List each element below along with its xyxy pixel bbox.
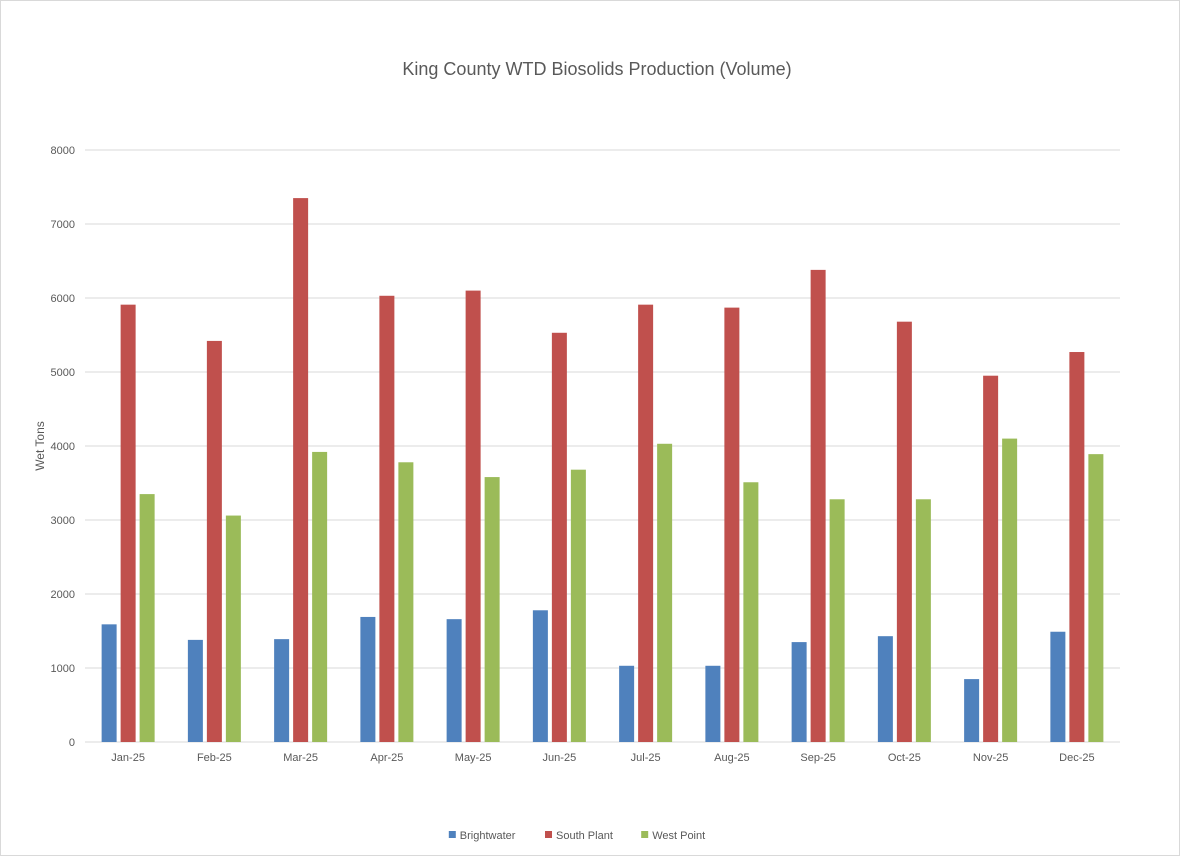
legend-label: South Plant <box>556 830 613 842</box>
y-tick-label: 0 <box>69 737 75 749</box>
bar-west-point-may-25 <box>484 477 500 742</box>
bar-south-plant-jul-25 <box>638 304 654 742</box>
y-tick-label: 5000 <box>51 367 75 379</box>
bar-west-point-apr-25 <box>398 462 414 742</box>
y-tick-label: 1000 <box>51 663 75 675</box>
bar-brightwater-jul-25 <box>619 665 635 742</box>
bar-brightwater-feb-25 <box>187 639 203 742</box>
bars <box>101 198 1104 743</box>
x-tick-label: Jul-25 <box>631 752 661 764</box>
bar-brightwater-oct-25 <box>877 636 893 742</box>
legend-label: West Point <box>652 830 705 842</box>
x-tick-label: Jun-25 <box>543 752 577 764</box>
x-axis-ticks: Jan-25 Feb-25 Mar-25 Apr-25 May-25 Jun-25 Jul-… <box>111 752 1094 764</box>
bar-brightwater-dec-25 <box>1050 631 1066 742</box>
bar-west-point-sep-25 <box>829 499 845 742</box>
x-tick-label: Oct-25 <box>888 752 921 764</box>
chart-title: King County WTD Biosolids Production (Vo… <box>402 59 791 79</box>
bar-south-plant-dec-25 <box>1069 352 1085 742</box>
y-axis-title: Wet Tons <box>33 421 47 471</box>
bar-brightwater-apr-25 <box>360 616 376 742</box>
bar-brightwater-sep-25 <box>791 642 807 742</box>
x-tick-label: May-25 <box>455 752 492 764</box>
legend: Brightwater South Plant West Point <box>448 830 705 842</box>
y-tick-label: 8000 <box>51 145 75 157</box>
legend-swatch-brightwater <box>448 831 456 838</box>
bar-south-plant-jan-25 <box>120 304 136 742</box>
bar-west-point-jun-25 <box>570 469 586 742</box>
y-tick-label: 4000 <box>51 441 75 453</box>
bar-west-point-feb-25 <box>225 515 241 742</box>
gridlines <box>85 149 1120 743</box>
bar-west-point-jul-25 <box>657 443 673 742</box>
bar-south-plant-jun-25 <box>551 332 567 742</box>
bar-west-point-oct-25 <box>915 499 931 742</box>
bar-brightwater-mar-25 <box>274 639 290 742</box>
y-tick-label: 3000 <box>51 515 75 527</box>
bar-south-plant-nov-25 <box>983 375 999 742</box>
bar-south-plant-aug-25 <box>724 307 740 742</box>
x-tick-label: Jan-25 <box>111 752 145 764</box>
bar-south-plant-feb-25 <box>206 340 222 742</box>
legend-label: Brightwater <box>460 830 516 842</box>
x-tick-label: Mar-25 <box>283 752 318 764</box>
bar-south-plant-oct-25 <box>896 321 912 742</box>
bar-south-plant-sep-25 <box>810 269 826 742</box>
x-tick-label: Apr-25 <box>370 752 403 764</box>
y-tick-label: 6000 <box>51 293 75 305</box>
x-tick-label: Nov-25 <box>973 752 1008 764</box>
y-tick-label: 7000 <box>51 219 75 231</box>
x-tick-label: Feb-25 <box>197 752 232 764</box>
x-tick-label: Aug-25 <box>714 752 749 764</box>
bar-south-plant-may-25 <box>465 290 481 742</box>
x-tick-label: Sep-25 <box>800 752 835 764</box>
bar-brightwater-aug-25 <box>705 665 721 742</box>
y-tick-label: 2000 <box>51 589 75 601</box>
bar-brightwater-nov-25 <box>964 679 980 742</box>
x-tick-label: Dec-25 <box>1059 752 1094 764</box>
bar-south-plant-apr-25 <box>379 295 395 742</box>
bar-west-point-aug-25 <box>743 482 759 742</box>
y-axis-ticks: 0 1000 2000 3000 4000 5000 6000 7000 8000 <box>51 145 75 749</box>
bar-brightwater-jan-25 <box>101 624 117 742</box>
bar-west-point-jan-25 <box>139 494 155 742</box>
bar-south-plant-mar-25 <box>293 198 309 743</box>
bar-west-point-dec-25 <box>1088 454 1104 742</box>
legend-swatch-south-plant <box>545 831 552 838</box>
bar-west-point-mar-25 <box>312 451 328 742</box>
legend-swatch-west-point <box>641 831 649 838</box>
bar-west-point-nov-25 <box>1002 438 1018 742</box>
bar-brightwater-jun-25 <box>532 610 548 742</box>
bar-brightwater-may-25 <box>446 619 462 742</box>
